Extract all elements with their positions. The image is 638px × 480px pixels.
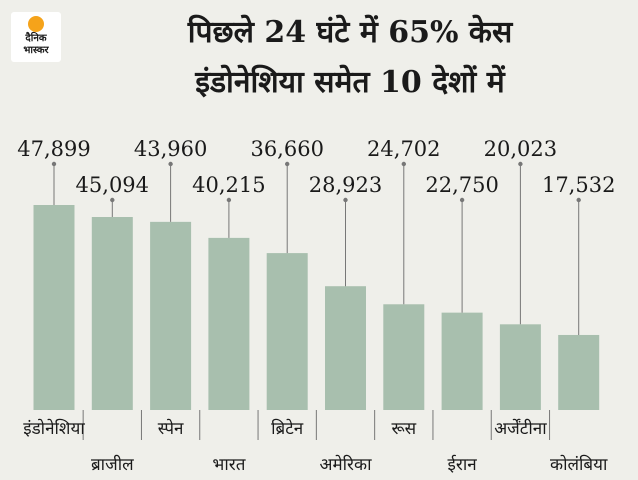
category-label: स्पेन bbox=[158, 418, 184, 439]
leader-dot bbox=[110, 197, 115, 203]
category-label: ब्रिटेन bbox=[271, 418, 304, 439]
bar bbox=[383, 304, 425, 410]
bar bbox=[91, 217, 133, 410]
value-label: 45,094 bbox=[76, 173, 149, 197]
bar bbox=[441, 312, 483, 410]
leader-dot bbox=[226, 197, 232, 203]
value-label: 47,899 bbox=[17, 137, 90, 161]
leader-dot bbox=[168, 161, 173, 167]
category-label: अर्जेंटीना bbox=[494, 418, 547, 439]
category-label: ब्राजील bbox=[91, 454, 134, 475]
bar bbox=[33, 205, 75, 410]
bar bbox=[150, 221, 192, 410]
leader-dot bbox=[51, 161, 57, 167]
chart-title-line2: इंडोनेशिया समेत 10 देशों में bbox=[195, 65, 505, 100]
value-label: 17,532 bbox=[542, 173, 615, 197]
leader-dot bbox=[576, 197, 581, 203]
value-label: 22,750 bbox=[425, 173, 498, 197]
leader-dot bbox=[459, 197, 465, 203]
category-label: कोलंबिया bbox=[550, 454, 608, 475]
logo-text-line2: भास्कर bbox=[23, 45, 49, 56]
leader-dot bbox=[285, 161, 290, 167]
value-label: 24,702 bbox=[367, 137, 440, 161]
leader-dot bbox=[343, 197, 348, 203]
value-label: 28,923 bbox=[309, 173, 382, 197]
value-label: 20,023 bbox=[484, 137, 557, 161]
bar bbox=[325, 286, 366, 410]
category-label: रूस bbox=[391, 419, 416, 439]
chart-title-line1: पिछले 24 घंटे में 65% केस bbox=[187, 15, 513, 50]
category-label: अमेरिका bbox=[320, 454, 373, 475]
value-label: 40,215 bbox=[192, 173, 265, 197]
logo-text-line1: दैनिक bbox=[25, 33, 47, 44]
bar bbox=[208, 237, 250, 410]
leader-dot bbox=[401, 161, 406, 167]
category-label: ईरान bbox=[448, 454, 478, 475]
bar bbox=[266, 253, 308, 410]
value-label: 36,660 bbox=[250, 137, 323, 161]
category-label: इंडोनेशिया bbox=[23, 418, 85, 439]
sun-icon bbox=[28, 16, 44, 32]
bar bbox=[499, 324, 541, 410]
brand-logo: दैनिक भास्कर bbox=[11, 12, 61, 62]
category-label: भारत bbox=[212, 455, 245, 475]
bar bbox=[558, 334, 600, 410]
leader-dot bbox=[518, 161, 523, 167]
value-label: 43,960 bbox=[134, 137, 207, 161]
